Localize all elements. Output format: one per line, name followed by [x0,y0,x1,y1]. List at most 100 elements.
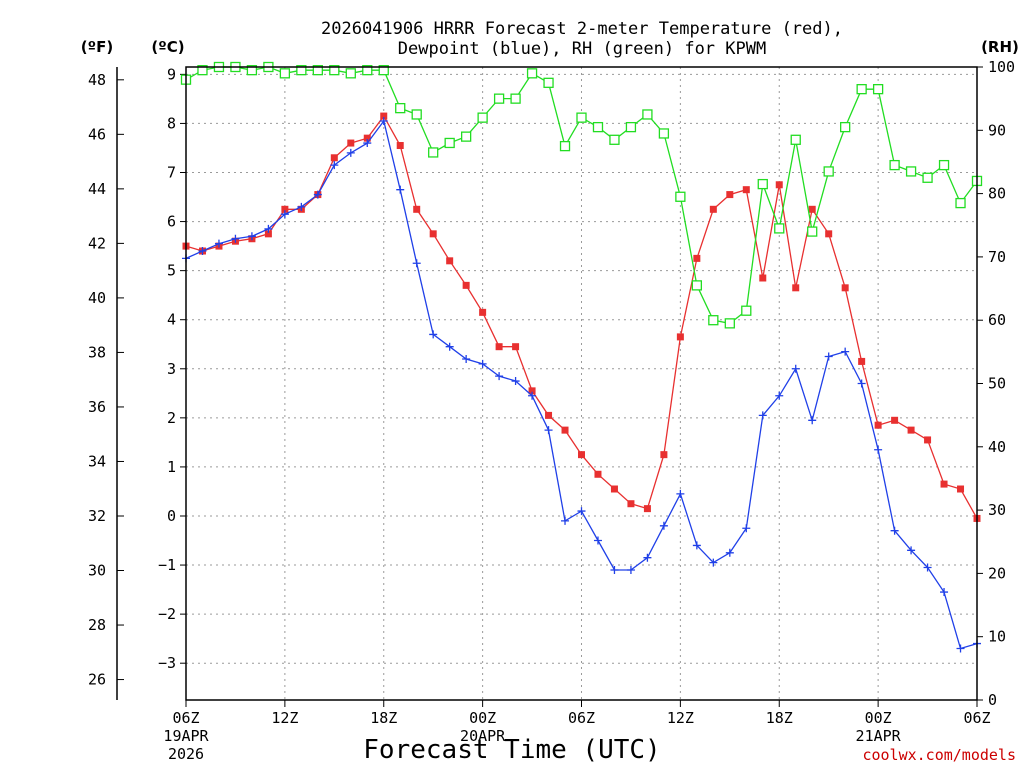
rh-point [922,172,933,183]
temperature-point [924,436,932,444]
rh-point [493,93,505,104]
chart-title-line2: Dewpoint (blue), RH (green) for KPWM [398,39,766,59]
fahrenheit-axis: 48 46 44 42 40 38 36 34 32 30 28 26 [88,67,124,700]
rh-tick-label: 100 [988,58,1015,76]
dewpoint-point [791,364,800,373]
rh-tick-label: 70 [988,248,1006,266]
temperature-point [528,387,536,395]
rh-point [642,109,653,120]
x-tick-label: 18Z [370,709,397,727]
temperature-point [693,254,701,262]
x-date-label: 19APR [163,727,209,745]
rh-tick-label: 30 [988,501,1006,519]
celsius-tick-label: 3 [167,360,176,378]
temperature-point [578,451,585,459]
dewpoint-point [561,516,570,525]
rh-point [872,84,884,95]
x-year-label: 2026 [168,745,204,763]
celsius-tick-label: −1 [158,556,176,574]
x-axis-title: Forecast Time (UTC) [363,735,660,765]
temperature-point [841,284,849,292]
dewpoint-point [742,524,751,533]
temperature-point [957,485,965,493]
temperature-point [676,333,684,341]
dewpoint-point [709,558,718,567]
temperature-point [429,230,437,238]
x-date-label: 21APR [856,727,902,745]
fahrenheit-tick-label: 36 [88,398,106,416]
x-tick-label: 00Z [865,709,892,727]
rh-point [658,128,670,139]
dewpoint-point [758,411,767,420]
temperature-point [643,505,651,513]
rh-tick-label: 60 [988,311,1006,329]
dewpoint-point [330,161,339,170]
dewpoint-point [297,202,306,211]
dewpoint-point [412,259,421,268]
dewpoint-point [841,347,850,356]
fahrenheit-tick-label: 44 [88,180,106,198]
rh-tick-label: 80 [988,185,1006,203]
source-credit: coolwx.com/models [862,746,1016,764]
temperature-point [462,281,470,289]
temperature-point [660,451,668,459]
rh-point [955,197,966,209]
dewpoint-point [676,489,685,498]
celsius-tick-label: −2 [158,605,176,623]
temperature-point [726,191,734,199]
dewpoint-point [643,553,652,562]
rh-point [543,77,554,88]
temperature-point [380,112,388,120]
plot-frame [185,66,978,701]
celsius-axis: 9 8 7 6 5 4 3 2 1 0 −1 −2 −3 [158,65,186,672]
celsius-tick-label: 4 [167,311,176,329]
dewpoint-point [429,330,438,339]
rh-point [510,93,521,104]
rh-point [296,65,307,76]
dewpoint-point [247,232,256,241]
rh-point [460,131,472,142]
rh-point [559,140,571,152]
celsius-tick-label: 1 [167,458,176,476]
temperature-point [775,181,783,189]
rh-point [345,68,356,79]
dewpoint-point [593,536,602,545]
temperature-point [627,500,635,508]
celsius-tick-label: 9 [167,65,176,83]
dewpoint-point [808,416,817,425]
rh-point [246,65,258,76]
fahrenheit-tick-label: 26 [88,671,106,689]
rh-tick-label: 10 [988,628,1006,646]
temperature-point [330,154,338,162]
rh-tick-label: 40 [988,438,1006,456]
temperature-point [495,343,503,351]
temperature-point [413,205,421,213]
rh-point [395,102,406,114]
temperature-point [479,308,487,316]
series-layer [180,61,983,653]
rh-point [428,147,439,158]
dewpoint-point [874,445,883,454]
dewpoint-point [626,565,635,574]
dewpoint-point [725,548,734,557]
rh-unit-label: (RH) [981,38,1019,56]
dewpoint-point [610,565,619,574]
dewpoint-point [577,507,586,516]
temperature-point [808,205,816,213]
temperature-point [907,426,915,434]
dewpoint-point [396,185,405,194]
celsius-tick-label: 6 [167,213,176,231]
dewpoint-point [775,391,784,400]
temperature-point [446,257,454,265]
rh-point [362,65,373,76]
rh-tick-label: 20 [988,564,1006,582]
fahrenheit-tick-label: 40 [88,289,106,307]
rh-point [411,109,422,120]
temperature-point [545,411,553,419]
x-tick-label: 12Z [271,709,298,727]
dewpoint-point [231,234,240,243]
fahrenheit-tick-label: 28 [88,616,106,634]
dewpoint-point [495,372,504,381]
x-tick-label: 06Z [568,709,595,727]
fahrenheit-tick-label: 32 [88,507,106,525]
